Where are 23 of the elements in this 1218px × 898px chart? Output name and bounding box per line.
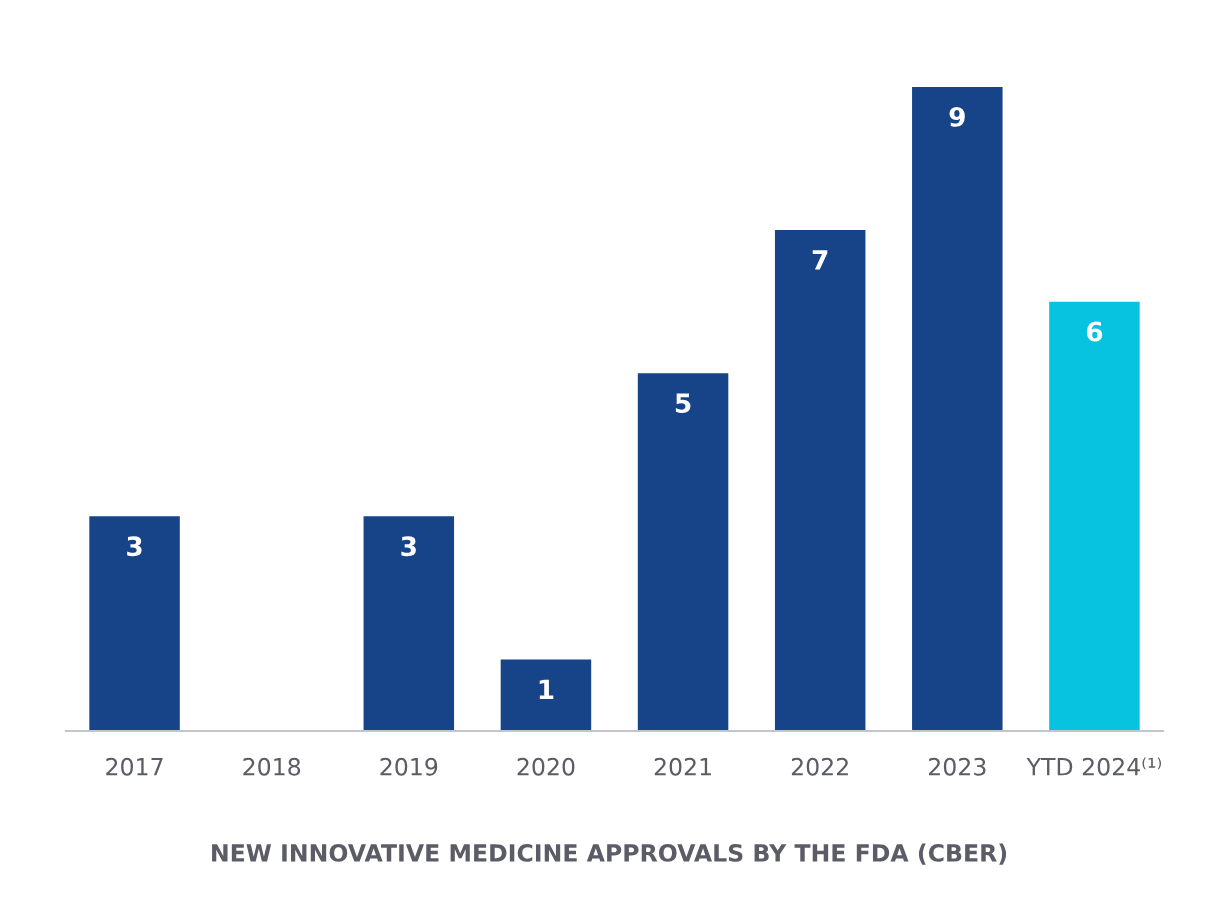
data-label: 9 — [949, 106, 965, 127]
bar — [89, 516, 180, 731]
data-label: 6 — [1086, 321, 1103, 342]
data-label: 7 — [812, 250, 828, 270]
x-tick-label: 2018 — [243, 757, 301, 776]
data-label: 3 — [127, 536, 142, 557]
x-tick-label: YTD 2024⁽¹⁾ — [1026, 757, 1161, 776]
x-tick-label: 2021 — [654, 757, 711, 776]
x-tick-label: 2023 — [929, 757, 986, 776]
bar — [774, 230, 866, 731]
x-tick-label: 2020 — [517, 757, 575, 776]
data-label: 1 — [539, 679, 554, 699]
bar — [637, 373, 729, 731]
data-label: 5 — [675, 393, 691, 414]
x-tick-label: 2017 — [106, 757, 163, 776]
bar — [912, 87, 1003, 731]
text: NEW INNOVATIVE MEDICINE APPROVALS BY THE FDA (CBER) — [212, 843, 1007, 865]
bar — [363, 516, 455, 731]
data-label: 3 — [401, 536, 416, 557]
bar — [1049, 301, 1140, 731]
x-tick-label: 2022 — [791, 757, 848, 776]
x-tick-label: 2019 — [380, 757, 438, 776]
bar — [500, 659, 592, 731]
